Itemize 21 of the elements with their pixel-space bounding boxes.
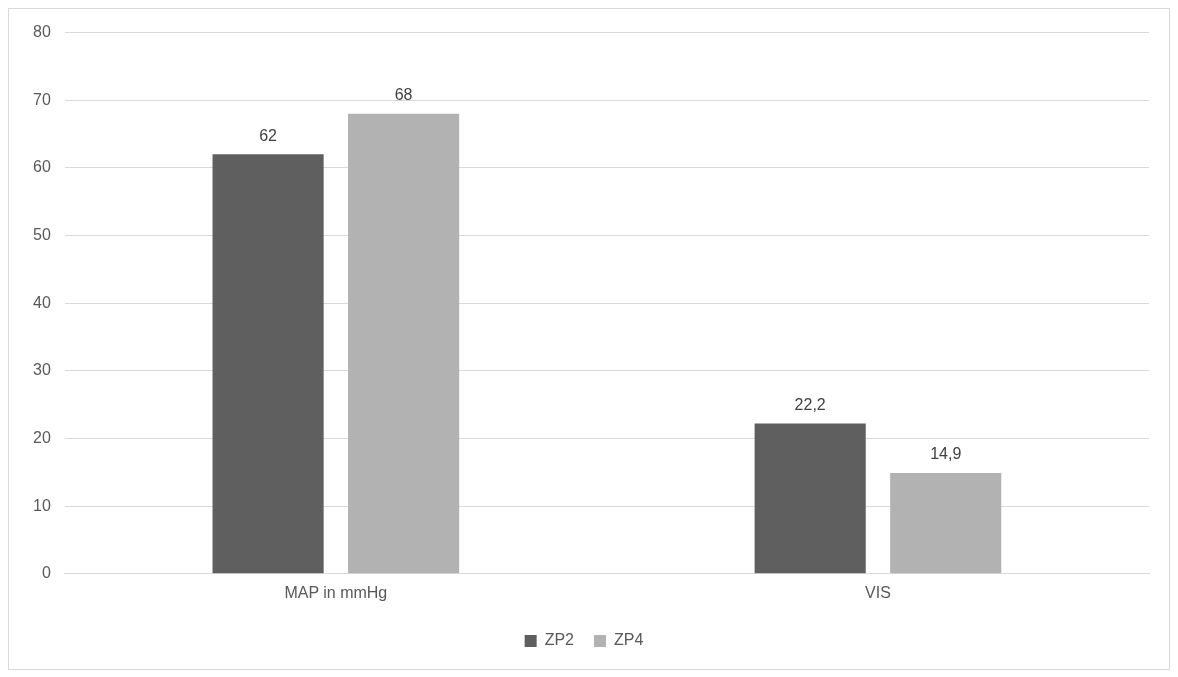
y-tick-label: 70 (33, 90, 51, 108)
y-tick-label: 30 (33, 361, 51, 379)
bar (890, 473, 1002, 574)
y-tick-label: 40 (33, 293, 51, 311)
legend-label: ZP2 (544, 631, 575, 649)
legend-label: ZP4 (614, 631, 644, 649)
data-label: 68 (394, 86, 413, 104)
y-tick-label: 60 (33, 158, 51, 176)
data-label: 22,2 (794, 396, 826, 414)
y-tick-label: 10 (33, 496, 51, 514)
y-tick-label: 80 (33, 23, 51, 41)
y-tick-label: 20 (33, 428, 51, 446)
data-label: 14,9 (930, 445, 962, 463)
bar (754, 423, 866, 574)
bar (212, 154, 324, 574)
bar (348, 113, 460, 574)
x-tick-label: VIS (865, 583, 891, 601)
data-label: 62 (259, 126, 278, 144)
y-tick-label: 0 (41, 564, 51, 582)
y-tick-label: 50 (33, 225, 51, 243)
x-tick-label: MAP in mmHg (284, 583, 388, 601)
